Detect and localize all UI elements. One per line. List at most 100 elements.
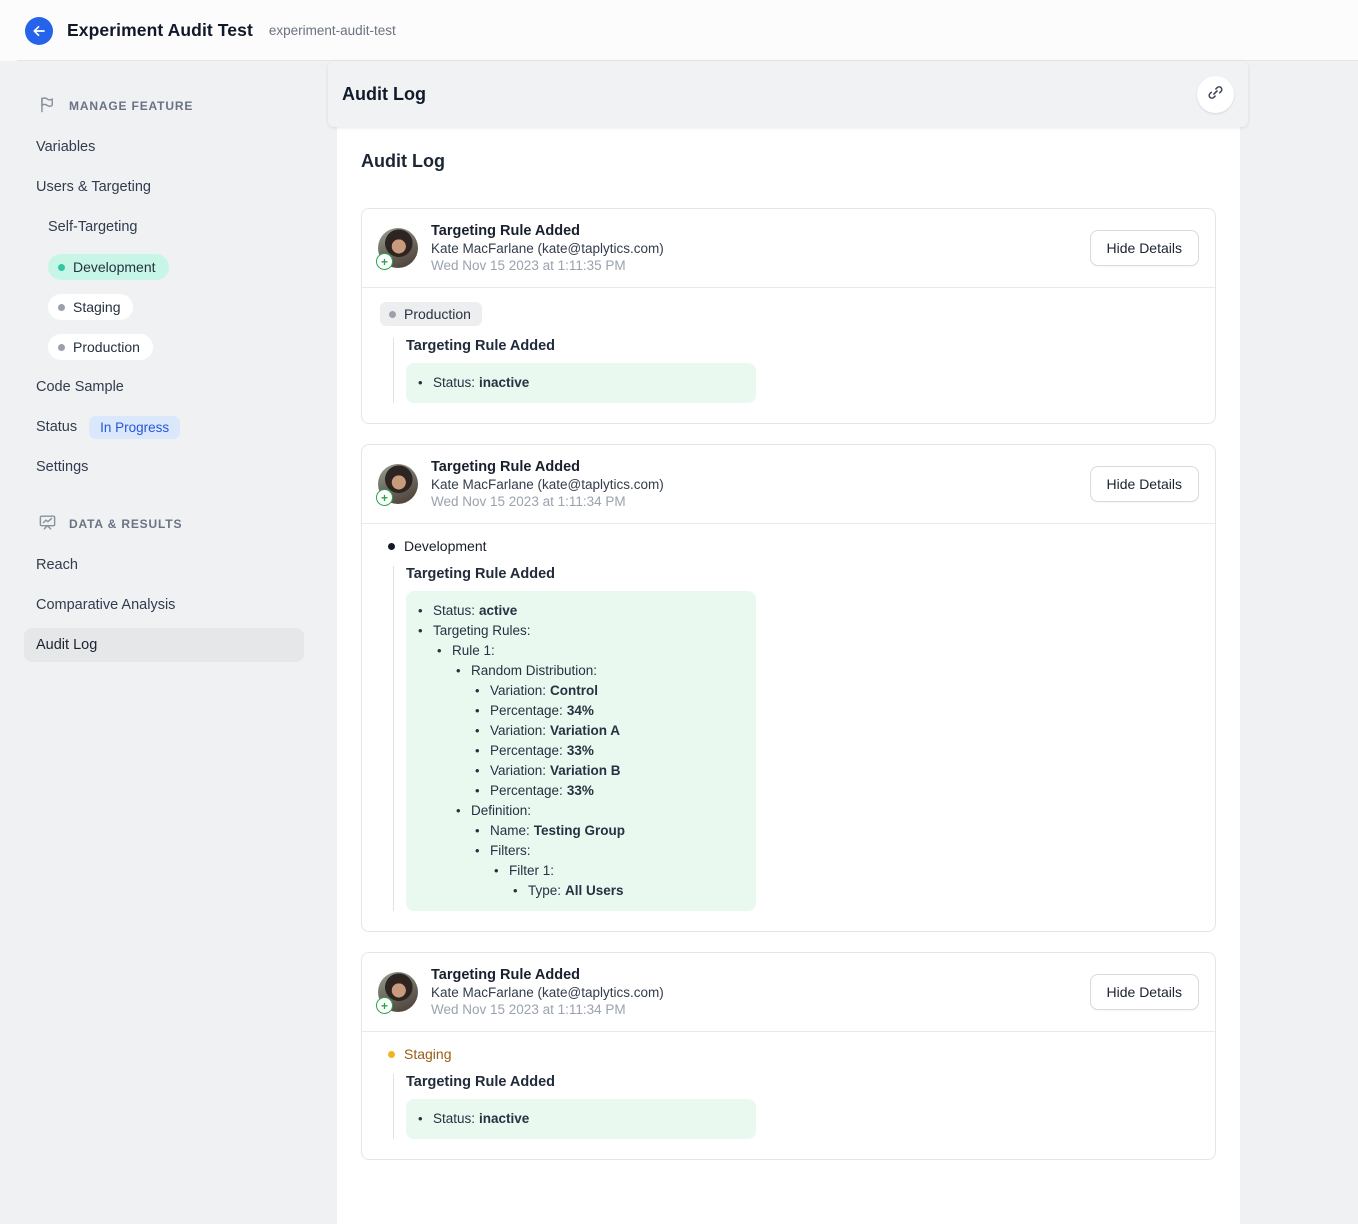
change-value: Variation A <box>550 723 621 738</box>
change-item: • Variation: Control <box>418 681 744 701</box>
hide-details-button[interactable]: Hide Details <box>1089 230 1199 266</box>
copy-link-button[interactable] <box>1197 75 1234 113</box>
link-icon <box>1206 83 1225 105</box>
sidebar-item-self-targeting[interactable]: Self-Targeting <box>0 207 328 247</box>
entry-timestamp: Wed Nov 15 2023 at 1:11:34 PM <box>431 1002 626 1017</box>
change-value: 33% <box>566 743 594 758</box>
change-label: Variation: <box>490 683 547 698</box>
entry-title: Targeting Rule Added <box>431 967 581 983</box>
change-item: • Status: active <box>418 601 744 621</box>
env-dot-icon <box>388 1050 395 1058</box>
change-item: • Definition: <box>418 801 744 821</box>
change-label: Definition: <box>471 803 532 818</box>
change-value: inactive <box>479 375 530 390</box>
topbar: Experiment Audit Test experiment-audit-t… <box>0 0 1358 61</box>
audit-entry-header: + Targeting Rule Added Kate MacFarlane (… <box>362 953 1215 1031</box>
change-diff-box: • Status: inactive <box>406 1099 756 1139</box>
bullet-icon: • <box>456 663 461 678</box>
bullet-icon: • <box>475 743 480 758</box>
change-item: • Percentage: 33% <box>418 781 744 801</box>
change-value: Variation B <box>550 763 621 778</box>
back-button[interactable] <box>25 16 53 45</box>
sidebar-section-data-results: DATA & RESULTS <box>0 513 328 535</box>
bullet-icon: • <box>437 643 442 658</box>
audit-log-toolbar: Audit Log <box>328 61 1248 127</box>
entry-title: Targeting Rule Added <box>431 459 581 475</box>
sidebar-item-reach[interactable]: Reach <box>0 545 328 585</box>
avatar: + <box>376 972 418 1014</box>
sidebar-item-development[interactable]: Development <box>0 247 328 287</box>
change-value: Testing Group <box>533 823 626 838</box>
sidebar-item-label: Audit Log <box>36 637 98 653</box>
entry-timestamp: Wed Nov 15 2023 at 1:11:34 PM <box>431 494 626 509</box>
sidebar-item-label: Variables <box>36 139 96 155</box>
change-label: Rule 1: <box>452 643 495 658</box>
audit-log-panel: Audit Log + Targeting Rule Added Kate Ma… <box>337 127 1240 1224</box>
env-pill-label: Staging <box>73 299 121 315</box>
plus-badge-icon: + <box>376 489 393 506</box>
change-label: Percentage: <box>490 703 563 718</box>
change-item: • Variation: Variation B <box>418 761 744 781</box>
sidebar-item-label: Comparative Analysis <box>36 597 176 613</box>
environment-label: Development <box>404 538 487 554</box>
environment-tag-production: Production <box>380 302 482 326</box>
entry-divider <box>362 523 1215 524</box>
arrow-left-icon <box>31 23 47 39</box>
change-label: Status: <box>433 603 476 618</box>
entry-divider <box>362 287 1215 288</box>
environment-label: Staging <box>404 1046 452 1062</box>
bullet-icon: • <box>475 843 480 858</box>
change-title: Targeting Rule Added <box>406 338 556 354</box>
change-label: Status: <box>433 375 476 390</box>
entry-author: Kate MacFarlane (kate@taplytics.com) <box>431 985 664 1000</box>
sidebar-item-settings[interactable]: Settings <box>0 447 328 487</box>
sidebar-section-manage-feature: MANAGE FEATURE <box>0 95 328 117</box>
change-item: • Status: inactive <box>418 1109 744 1129</box>
change-item: • Percentage: 34% <box>418 701 744 721</box>
change-item: • Rule 1: <box>418 641 744 661</box>
change-diff-box: • Status: inactive <box>406 363 756 403</box>
change-label: Name: <box>490 823 530 838</box>
sidebar-item-status[interactable]: Status In Progress <box>0 407 328 447</box>
environment-tag-development: Development <box>388 538 487 554</box>
change-title: Targeting Rule Added <box>406 566 556 582</box>
change-item: • Name: Testing Group <box>418 821 744 841</box>
change-item: • Targeting Rules: <box>418 621 744 641</box>
panel-title: Audit Log <box>361 151 445 171</box>
sidebar-item-variables[interactable]: Variables <box>0 127 328 167</box>
change-title: Targeting Rule Added <box>406 1074 556 1090</box>
flag-icon <box>38 95 57 117</box>
sidebar: MANAGE FEATURE Variables Users & Targeti… <box>0 61 328 1224</box>
entry-meta: Targeting Rule Added Kate MacFarlane (ka… <box>431 459 664 509</box>
sidebar-item-label: Reach <box>36 557 78 573</box>
env-pill-staging: Staging <box>48 294 134 320</box>
change-label: Filters: <box>490 843 531 858</box>
change-item: • Variation: Variation A <box>418 721 744 741</box>
sidebar-item-label: Code Sample <box>36 379 124 395</box>
change-value: 34% <box>566 703 594 718</box>
sidebar-item-code-sample[interactable]: Code Sample <box>0 367 328 407</box>
sidebar-item-comparative-analysis[interactable]: Comparative Analysis <box>0 585 328 625</box>
audit-entry-header: + Targeting Rule Added Kate MacFarlane (… <box>362 209 1215 287</box>
sidebar-item-audit-log[interactable]: Audit Log <box>24 628 304 662</box>
sidebar-item-label: Users & Targeting <box>36 179 151 195</box>
audit-entry: + Targeting Rule Added Kate MacFarlane (… <box>361 208 1216 424</box>
environment-row: Staging <box>378 1046 1199 1062</box>
sidebar-item-staging[interactable]: Staging <box>0 287 328 327</box>
bullet-icon: • <box>418 1111 423 1126</box>
change-label: Percentage: <box>490 743 563 758</box>
env-pill-label: Development <box>73 259 156 275</box>
change-value: Control <box>550 683 599 698</box>
change-label: Filter 1: <box>509 863 555 878</box>
sidebar-item-production[interactable]: Production <box>0 327 328 367</box>
main-content: Audit Log Audit Log + Targeting Rule Add… <box>328 61 1248 1224</box>
change-block: Targeting Rule Added • Status: inactive <box>393 338 1199 403</box>
change-item: • Filter 1: <box>418 861 744 881</box>
hide-details-button[interactable]: Hide Details <box>1089 466 1199 502</box>
environment-tag-staging: Staging <box>388 1046 451 1062</box>
toolbar-title: Audit Log <box>342 83 426 104</box>
plus-badge-icon: + <box>376 253 393 270</box>
sidebar-item-users-targeting[interactable]: Users & Targeting <box>0 167 328 207</box>
change-item: • Type: All Users <box>418 881 744 901</box>
hide-details-button[interactable]: Hide Details <box>1089 974 1199 1010</box>
